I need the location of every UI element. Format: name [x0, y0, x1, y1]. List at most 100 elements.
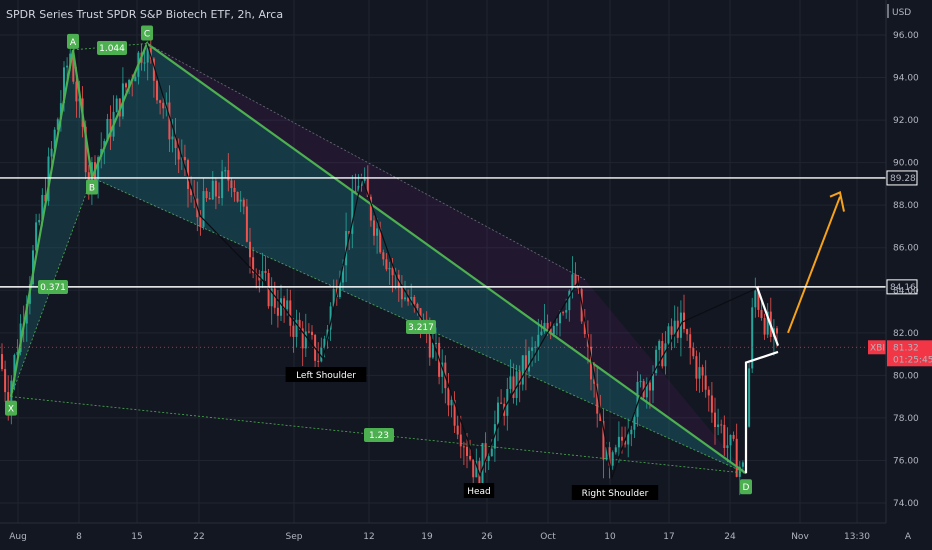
candle	[466, 446, 468, 456]
candle	[311, 331, 313, 335]
candle	[748, 368, 751, 427]
time-tick-label: 19	[421, 532, 433, 542]
flag-upper	[755, 286, 780, 346]
candle	[490, 448, 493, 457]
candle	[84, 126, 87, 173]
candle	[732, 434, 735, 439]
candle	[658, 341, 661, 350]
currency-label[interactable]: USD	[892, 8, 912, 18]
candle	[351, 191, 354, 234]
candle	[450, 399, 453, 406]
candle	[500, 402, 503, 404]
candle	[738, 466, 741, 477]
price-tick-label: 80.00	[893, 371, 919, 381]
candle	[661, 341, 664, 367]
candle	[453, 399, 456, 426]
candle	[710, 395, 713, 413]
candle	[534, 346, 537, 348]
candle	[267, 272, 270, 307]
price-tick-label: 74.00	[893, 499, 919, 509]
candle	[270, 288, 273, 307]
candle	[289, 300, 292, 326]
candle	[484, 443, 487, 461]
candle	[456, 425, 459, 435]
flag-lower	[744, 350, 779, 474]
candle	[218, 196, 220, 199]
candle	[292, 325, 295, 337]
candle	[143, 62, 146, 64]
candle	[416, 303, 419, 309]
candle	[50, 148, 53, 157]
time-tick-label: 15	[131, 532, 142, 542]
candle	[552, 325, 555, 335]
ratio-badge	[406, 320, 436, 334]
candle	[518, 371, 521, 385]
level-badge	[886, 170, 918, 186]
candle	[280, 298, 282, 316]
candle	[168, 102, 171, 140]
candle	[342, 265, 344, 283]
candle	[304, 331, 307, 349]
time-tick-label: 13:30	[844, 532, 870, 542]
candle	[56, 119, 59, 130]
candle	[385, 259, 388, 270]
candle	[208, 198, 211, 200]
candle	[13, 354, 16, 381]
candle	[555, 323, 558, 326]
pattern-label: Right Shoulder	[582, 489, 649, 499]
candle	[633, 416, 636, 430]
time-tick-label: 10	[604, 532, 616, 542]
price-tick-label: 84.00	[893, 286, 919, 296]
candle	[326, 329, 329, 339]
chart-title: SPDR Series Trust SPDR S&P Biotech ETF, …	[6, 8, 284, 21]
candle	[47, 156, 50, 202]
candle	[726, 445, 729, 449]
candle	[388, 267, 391, 270]
candle	[431, 343, 434, 358]
level-value: 89.28	[890, 174, 916, 184]
candle	[540, 331, 543, 335]
candle	[621, 436, 623, 441]
candle	[462, 446, 465, 448]
candle	[521, 355, 524, 385]
point-badge	[86, 179, 98, 195]
candle	[648, 382, 651, 391]
candle	[717, 424, 720, 428]
candle	[177, 147, 180, 160]
candle	[413, 296, 416, 304]
candle	[701, 367, 704, 376]
candle	[360, 180, 363, 186]
candle	[190, 188, 193, 196]
candle	[323, 338, 326, 348]
candle	[652, 372, 654, 391]
xab-zone	[11, 49, 92, 397]
candle	[230, 180, 233, 189]
time-axis: Aug 8 15 22 Sep 12 19 26 Oct 10 17 24 Nov 13:30 A	[0, 522, 912, 542]
candle	[481, 443, 484, 485]
price-tick-label: 96.00	[893, 31, 919, 41]
head-shoulders-zigzag	[146, 43, 758, 480]
candle	[236, 192, 239, 202]
projection-arrowhead	[829, 191, 845, 212]
candle	[221, 171, 224, 199]
candle	[348, 231, 351, 234]
candle	[329, 306, 332, 330]
candle	[382, 252, 385, 260]
candle	[369, 196, 372, 221]
candle	[695, 356, 698, 379]
candle	[667, 326, 670, 344]
candle	[528, 350, 530, 372]
candle	[261, 270, 264, 281]
candle	[249, 241, 251, 258]
candle	[704, 375, 707, 390]
candle	[639, 381, 642, 383]
candle	[729, 434, 732, 446]
candle	[763, 317, 766, 335]
candle	[41, 194, 44, 220]
candle	[689, 334, 692, 349]
candle	[469, 455, 472, 460]
time-tick-label: 17	[663, 532, 674, 542]
pattern-labels: A B C D X 1.044 0.371 3.217 1.23 Left Shoulder Hea…	[5, 25, 752, 500]
candle	[459, 434, 462, 447]
